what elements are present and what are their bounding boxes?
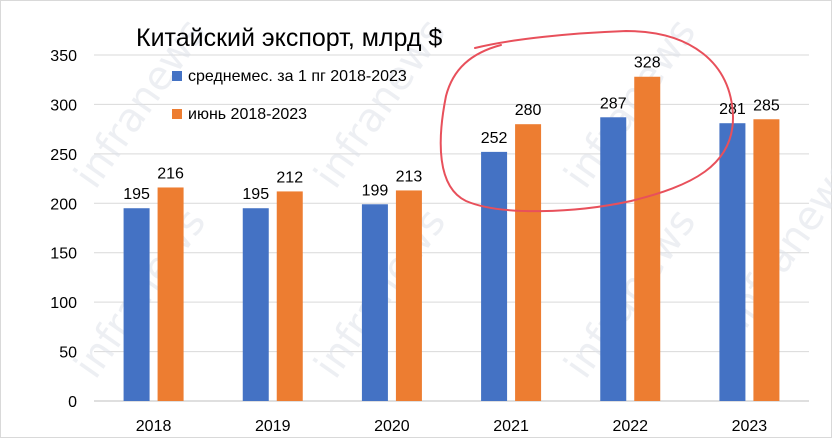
data-label: 199 [362,182,389,199]
data-label: 287 [600,95,627,112]
y-tick-label: 0 [68,394,77,411]
y-tick-label: 250 [50,147,77,164]
bar-2020-series-2 [395,190,422,401]
data-label: 212 [276,169,303,186]
y-tick-label: 350 [50,48,77,65]
watermark-text: infranews [556,200,706,386]
y-tick-label: 300 [50,97,77,114]
bar-2018-series-2 [157,187,184,401]
legend: среднемес. за 1 пг 2018-2023 июнь 2018-20… [172,68,407,123]
axes-layer: 0 50 100 150 200 250 300 350 2018 2019 2020 2021 202… [50,48,767,435]
x-tick-label: 2020 [374,418,410,435]
data-label: 252 [481,130,508,147]
bar-2022-series-1 [600,117,627,401]
x-tick-label: 2022 [612,418,648,435]
data-label: 280 [515,102,542,119]
bar-2019-series-2 [276,191,303,401]
y-tick-label: 200 [50,196,77,213]
x-tick-label: 2019 [255,418,291,435]
data-label: 216 [157,165,184,182]
watermark-text: infranews [556,10,706,196]
x-tick-label: 2021 [493,418,529,435]
bars-layer [123,76,780,402]
legend-swatch [172,109,182,119]
data-label: 213 [396,168,423,185]
bar-2023-series-1 [719,123,746,401]
chart-title: Китайский экспорт, млрд $ [136,24,442,52]
annotation-circle [439,29,735,213]
bar-2022-series-2 [634,76,661,402]
bar-2023-series-2 [753,119,780,401]
data-label: 195 [242,186,269,203]
data-label: 285 [753,97,780,114]
bar-2021-series-2 [515,124,542,401]
bar-2021-series-1 [481,151,508,401]
legend-swatch [172,71,182,81]
x-tick-label: 2018 [136,418,172,435]
x-tick-label: 2023 [732,418,768,435]
gridlines [94,54,809,402]
y-tick-label: 100 [50,295,77,312]
legend-label: июнь 2018-2023 [188,106,307,123]
bar-2019-series-1 [242,208,269,401]
data-label: 195 [123,186,150,203]
y-tick-label: 150 [50,246,77,263]
y-tick-label: 50 [59,345,77,362]
data-label: 328 [634,55,661,72]
bar-2018-series-1 [123,208,150,401]
legend-label: среднемес. за 1 пг 2018-2023 [188,68,407,85]
bar-2020-series-1 [361,204,388,401]
